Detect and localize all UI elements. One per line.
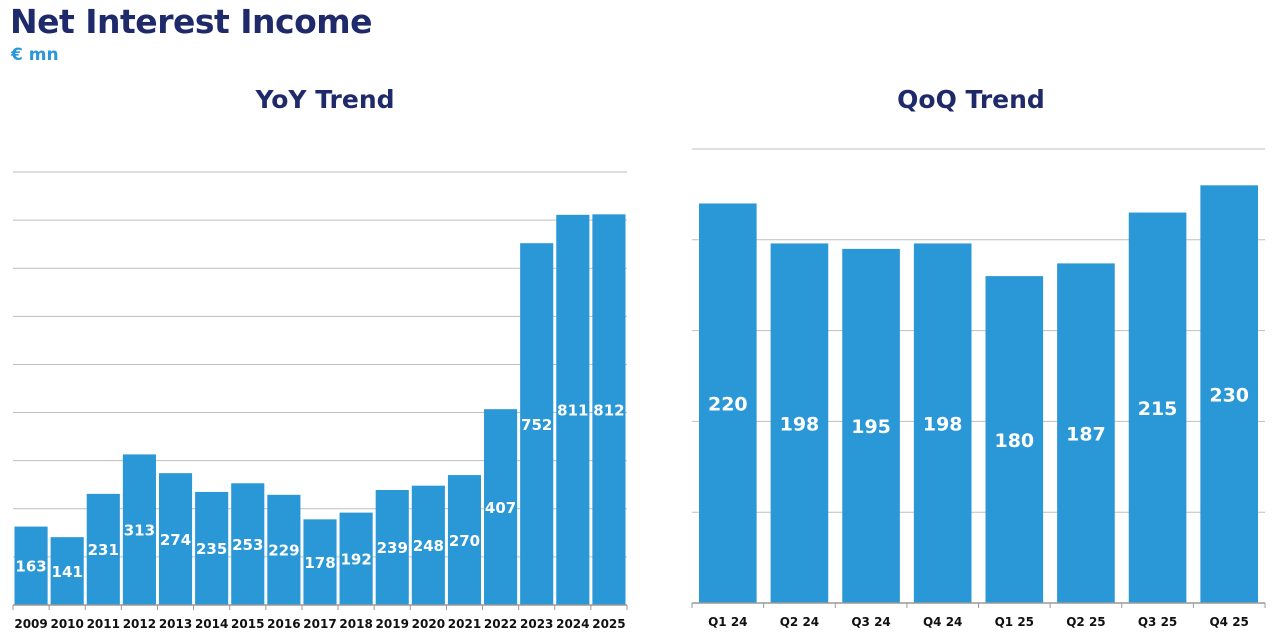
yoy-data-label: 313	[124, 521, 155, 539]
yoy-tick-label: 2013	[159, 617, 192, 631]
qoq-data-label: 195	[851, 416, 891, 438]
qoq-tick-label: Q4 24	[923, 615, 962, 629]
qoq-data-label: 198	[923, 413, 963, 435]
yoy-bar	[195, 491, 229, 605]
yoy-tick-label: 2024	[556, 617, 589, 631]
qoq-bar	[985, 276, 1044, 603]
yoy-bar	[14, 526, 48, 605]
yoy-bar	[339, 512, 373, 605]
yoy-bar	[556, 214, 590, 605]
yoy-bar	[520, 243, 554, 605]
qoq-tick-label: Q1 24	[708, 615, 747, 629]
qoq-data-label: 220	[708, 393, 748, 415]
yoy-tick-label: 2022	[484, 617, 517, 631]
qoq-tick-label: Q2 24	[780, 615, 819, 629]
yoy-tick-label: 2018	[339, 617, 372, 631]
yoy-data-label: 163	[15, 557, 46, 575]
yoy-bar	[484, 409, 518, 605]
yoy-data-label: 270	[449, 532, 480, 550]
yoy-bar	[303, 519, 337, 605]
qoq-data-label: 215	[1138, 398, 1178, 420]
yoy-bar	[592, 214, 626, 606]
yoy-tick-label: 2019	[376, 617, 409, 631]
unit-label: € mn	[11, 45, 59, 65]
yoy-tick-label: 2016	[267, 617, 300, 631]
yoy-chart-title: YoY Trend	[254, 85, 394, 114]
yoy-tick-label: 2025	[592, 617, 625, 631]
yoy-data-label: 248	[413, 537, 444, 555]
yoy-data-label: 812	[593, 401, 624, 419]
yoy-tick-label: 2023	[520, 617, 553, 631]
yoy-data-label: 192	[340, 551, 371, 569]
qoq-tick-label: Q3 25	[1138, 615, 1177, 629]
yoy-bar	[50, 537, 84, 605]
yoy-tick-label: 2015	[231, 617, 264, 631]
yoy-data-label: 178	[304, 554, 335, 572]
qoq-data-label: 198	[780, 413, 820, 435]
yoy-bar	[231, 483, 265, 605]
qoq-bar	[1057, 263, 1115, 603]
yoy-bar	[447, 475, 482, 605]
yoy-data-label: 141	[52, 563, 83, 581]
qoq-bar	[842, 248, 900, 603]
yoy-bar	[158, 473, 193, 605]
qoq-data-label: 230	[1209, 384, 1249, 406]
yoy-tick-label: 2011	[87, 617, 120, 631]
yoy-tick-label: 2017	[303, 617, 336, 631]
qoq-tick-label: Q3 24	[851, 615, 890, 629]
page-title: Net Interest Income	[10, 2, 373, 41]
yoy-bar	[267, 494, 301, 605]
yoy-tick-label: 2021	[448, 617, 481, 631]
qoq-bar	[1128, 212, 1187, 603]
yoy-bar	[86, 493, 120, 605]
qoq-bar	[1200, 185, 1258, 603]
qoq-chart-title: QoQ Trend	[897, 85, 1045, 114]
qoq-data-label: 180	[994, 430, 1034, 452]
yoy-data-label: 752	[521, 416, 552, 434]
qoq-bar	[770, 243, 829, 603]
yoy-data-label: 811	[557, 402, 588, 420]
yoy-data-label: 235	[196, 540, 227, 558]
yoy-data-label: 253	[232, 536, 263, 554]
qoq-data-label: 187	[1066, 423, 1106, 445]
yoy-tick-label: 2010	[50, 617, 83, 631]
yoy-tick-label: 2014	[195, 617, 228, 631]
qoq-bar	[913, 243, 972, 603]
yoy-bar	[122, 454, 156, 605]
yoy-tick-label: 2012	[123, 617, 156, 631]
yoy-tick-label: 2020	[412, 617, 445, 631]
qoq-bar	[699, 203, 757, 604]
yoy-data-label: 239	[377, 539, 408, 557]
qoq-tick-label: Q4 25	[1209, 615, 1248, 629]
qoq-tick-label: Q1 25	[995, 615, 1034, 629]
qoq-tick-label: Q2 25	[1066, 615, 1105, 629]
yoy-bar	[411, 485, 445, 605]
yoy-data-label: 231	[88, 541, 119, 559]
yoy-bar	[375, 490, 409, 605]
yoy-data-label: 274	[160, 531, 191, 549]
yoy-tick-label: 2009	[14, 617, 47, 631]
yoy-data-label: 229	[268, 542, 299, 560]
yoy-data-label: 407	[485, 499, 516, 517]
